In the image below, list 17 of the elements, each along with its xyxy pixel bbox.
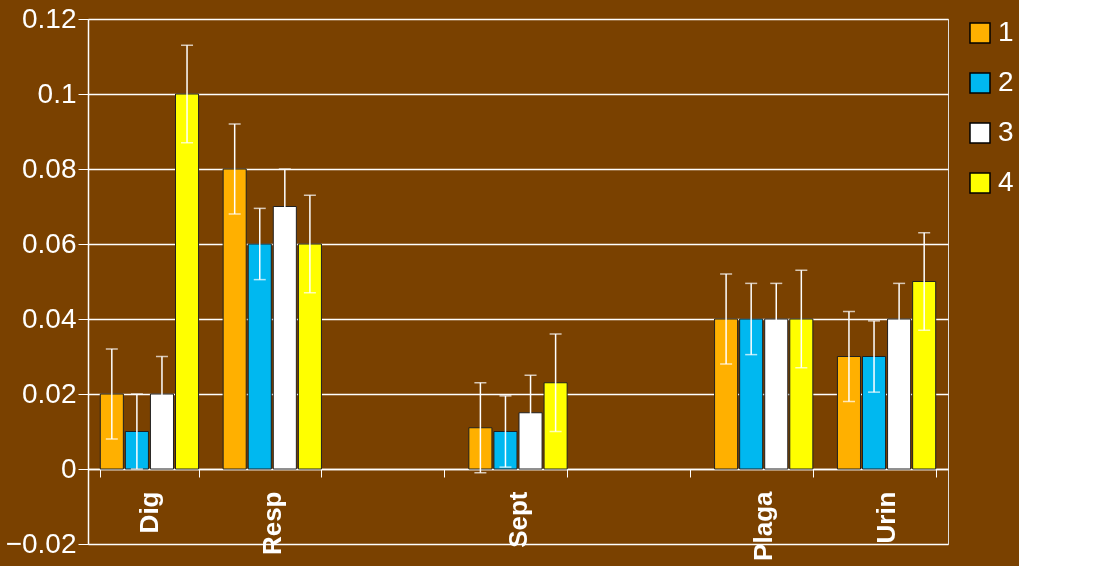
x-tick-label: Urin bbox=[871, 491, 902, 544]
y-tick-label: 0.06 bbox=[22, 227, 77, 259]
legend-label: 2 bbox=[998, 66, 1014, 97]
x-tick-label: Sept bbox=[502, 491, 533, 548]
y-tick-label: 0.02 bbox=[22, 377, 77, 409]
legend-label: 4 bbox=[998, 166, 1014, 197]
x-tick-label: Dig bbox=[133, 491, 164, 534]
y-tick-label: 0.08 bbox=[22, 152, 77, 184]
y-tick-label: −0.02 bbox=[5, 527, 77, 559]
legend-label: 1 bbox=[998, 16, 1014, 47]
x-tick-label: Plaga bbox=[748, 490, 779, 561]
y-tick-label: 0.04 bbox=[22, 302, 77, 334]
y-tick-label: 0.12 bbox=[22, 2, 77, 34]
x-tick-label: Resp bbox=[256, 491, 287, 556]
y-tick-label: 0.1 bbox=[37, 77, 77, 109]
y-tick-label: 0 bbox=[60, 452, 77, 484]
legend-label: 3 bbox=[998, 116, 1014, 147]
